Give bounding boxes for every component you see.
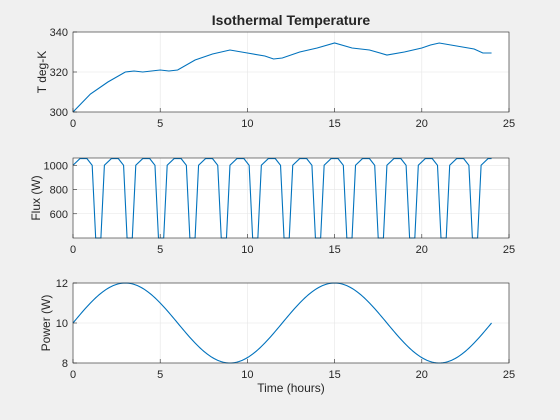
y-tick-label: 1000 (44, 160, 68, 172)
y-tick-label: 10 (56, 318, 68, 330)
chart-title: Isothermal Temperature (212, 12, 371, 28)
x-tick-label: 0 (70, 369, 76, 381)
axes-box (72, 157, 510, 239)
x-tick-label: 5 (157, 369, 163, 381)
x-tick-label: 25 (503, 118, 515, 130)
series-lines (72, 42, 492, 113)
x-axis-label: Time (hours) (257, 381, 325, 395)
x-ticks: 0 5 10 15 20 25 (70, 234, 515, 256)
y-tick-label: 600 (50, 209, 68, 221)
x-ticks: 0 5 10 15 20 25 (70, 359, 515, 381)
x-tick-label: 5 (157, 244, 163, 256)
y-tick-label: 8 (62, 358, 68, 370)
x-tick-label: 25 (503, 244, 515, 256)
x-tick-label: 25 (503, 369, 515, 381)
x-tick-label: 20 (416, 118, 428, 130)
y-axis-label: T deg-K (35, 51, 49, 93)
y-tick-label: 800 (50, 185, 68, 197)
x-tick-label: 20 (416, 244, 428, 256)
series-lines (72, 282, 492, 364)
y-axis-label: Power (W) (39, 295, 53, 352)
y-tick-label: 300 (50, 107, 68, 119)
x-tick-label: 20 (416, 369, 428, 381)
x-ticks: 0 5 10 15 20 25 (70, 108, 515, 130)
x-tick-label: 10 (241, 244, 253, 256)
y-ticks: 8 10 12 (56, 278, 77, 370)
y-tick-label: 320 (50, 67, 68, 79)
flux-subplot: 0 5 10 15 20 25 600 800 1000 Flux (W) (29, 157, 515, 256)
y-tick-label: 340 (50, 27, 68, 39)
power-subplot: 0 5 10 15 20 25 8 10 12 Power (W) Time (hours) (39, 278, 515, 395)
x-tick-label: 15 (328, 369, 340, 381)
y-ticks: 600 800 1000 (44, 160, 77, 221)
y-axis-label: Flux (W) (29, 175, 43, 220)
x-tick-label: 15 (328, 118, 340, 130)
x-tick-label: 5 (157, 118, 163, 130)
x-tick-label: 0 (70, 244, 76, 256)
y-tick-label: 12 (56, 278, 68, 290)
x-tick-label: 10 (241, 118, 253, 130)
x-tick-label: 15 (328, 244, 340, 256)
temperature-subplot: 0 5 10 15 20 25 300 320 340 Isothermal Temperat… (35, 12, 515, 130)
series-line (72, 282, 492, 364)
y-ticks: 300 320 340 (50, 27, 77, 119)
x-tick-label: 10 (241, 369, 253, 381)
series-line (72, 42, 492, 113)
x-tick-label: 0 (70, 118, 76, 130)
